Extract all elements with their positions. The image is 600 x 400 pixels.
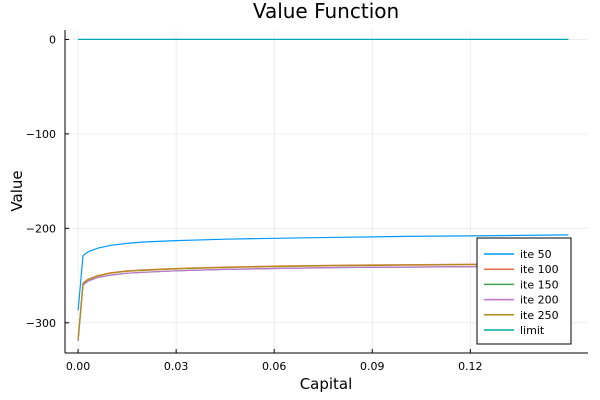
y-tick-label: −300 xyxy=(26,317,56,330)
legend-label: ite 150 xyxy=(520,278,559,291)
x-tick-label: 0.06 xyxy=(262,360,287,373)
axes xyxy=(64,30,588,354)
x-tick-label: 0.12 xyxy=(458,360,483,373)
y-tick-label: 0 xyxy=(49,33,56,46)
legend-label: ite 250 xyxy=(520,309,559,322)
chart-title: Value Function xyxy=(253,0,399,23)
x-tick-label: 0.09 xyxy=(360,360,385,373)
legend: ite 50 ite 100 ite 150 ite 200 ite 250 limit xyxy=(476,237,572,345)
series-line-ite-50 xyxy=(77,234,569,311)
series-lines xyxy=(77,38,569,341)
legend-label: ite 100 xyxy=(520,263,559,276)
y-tick-label: −200 xyxy=(26,222,56,235)
legend-label: ite 200 xyxy=(520,294,559,307)
series-line-ite-200 xyxy=(77,265,569,341)
x-axis-label: Capital xyxy=(300,375,353,393)
y-axis-label: Value xyxy=(8,170,26,211)
tick-labels: 0.00 0.03 0.06 0.09 0.12 0 −100 −200 −300 xyxy=(26,33,483,373)
legend-box xyxy=(476,237,572,345)
x-tick-label: 0.03 xyxy=(164,360,189,373)
legend-label: limit xyxy=(520,324,545,337)
x-tick-label: 0.00 xyxy=(66,360,91,373)
series-line-ite-250 xyxy=(77,263,569,340)
y-tick-label: −100 xyxy=(26,128,56,141)
legend-label: ite 50 xyxy=(520,248,552,261)
